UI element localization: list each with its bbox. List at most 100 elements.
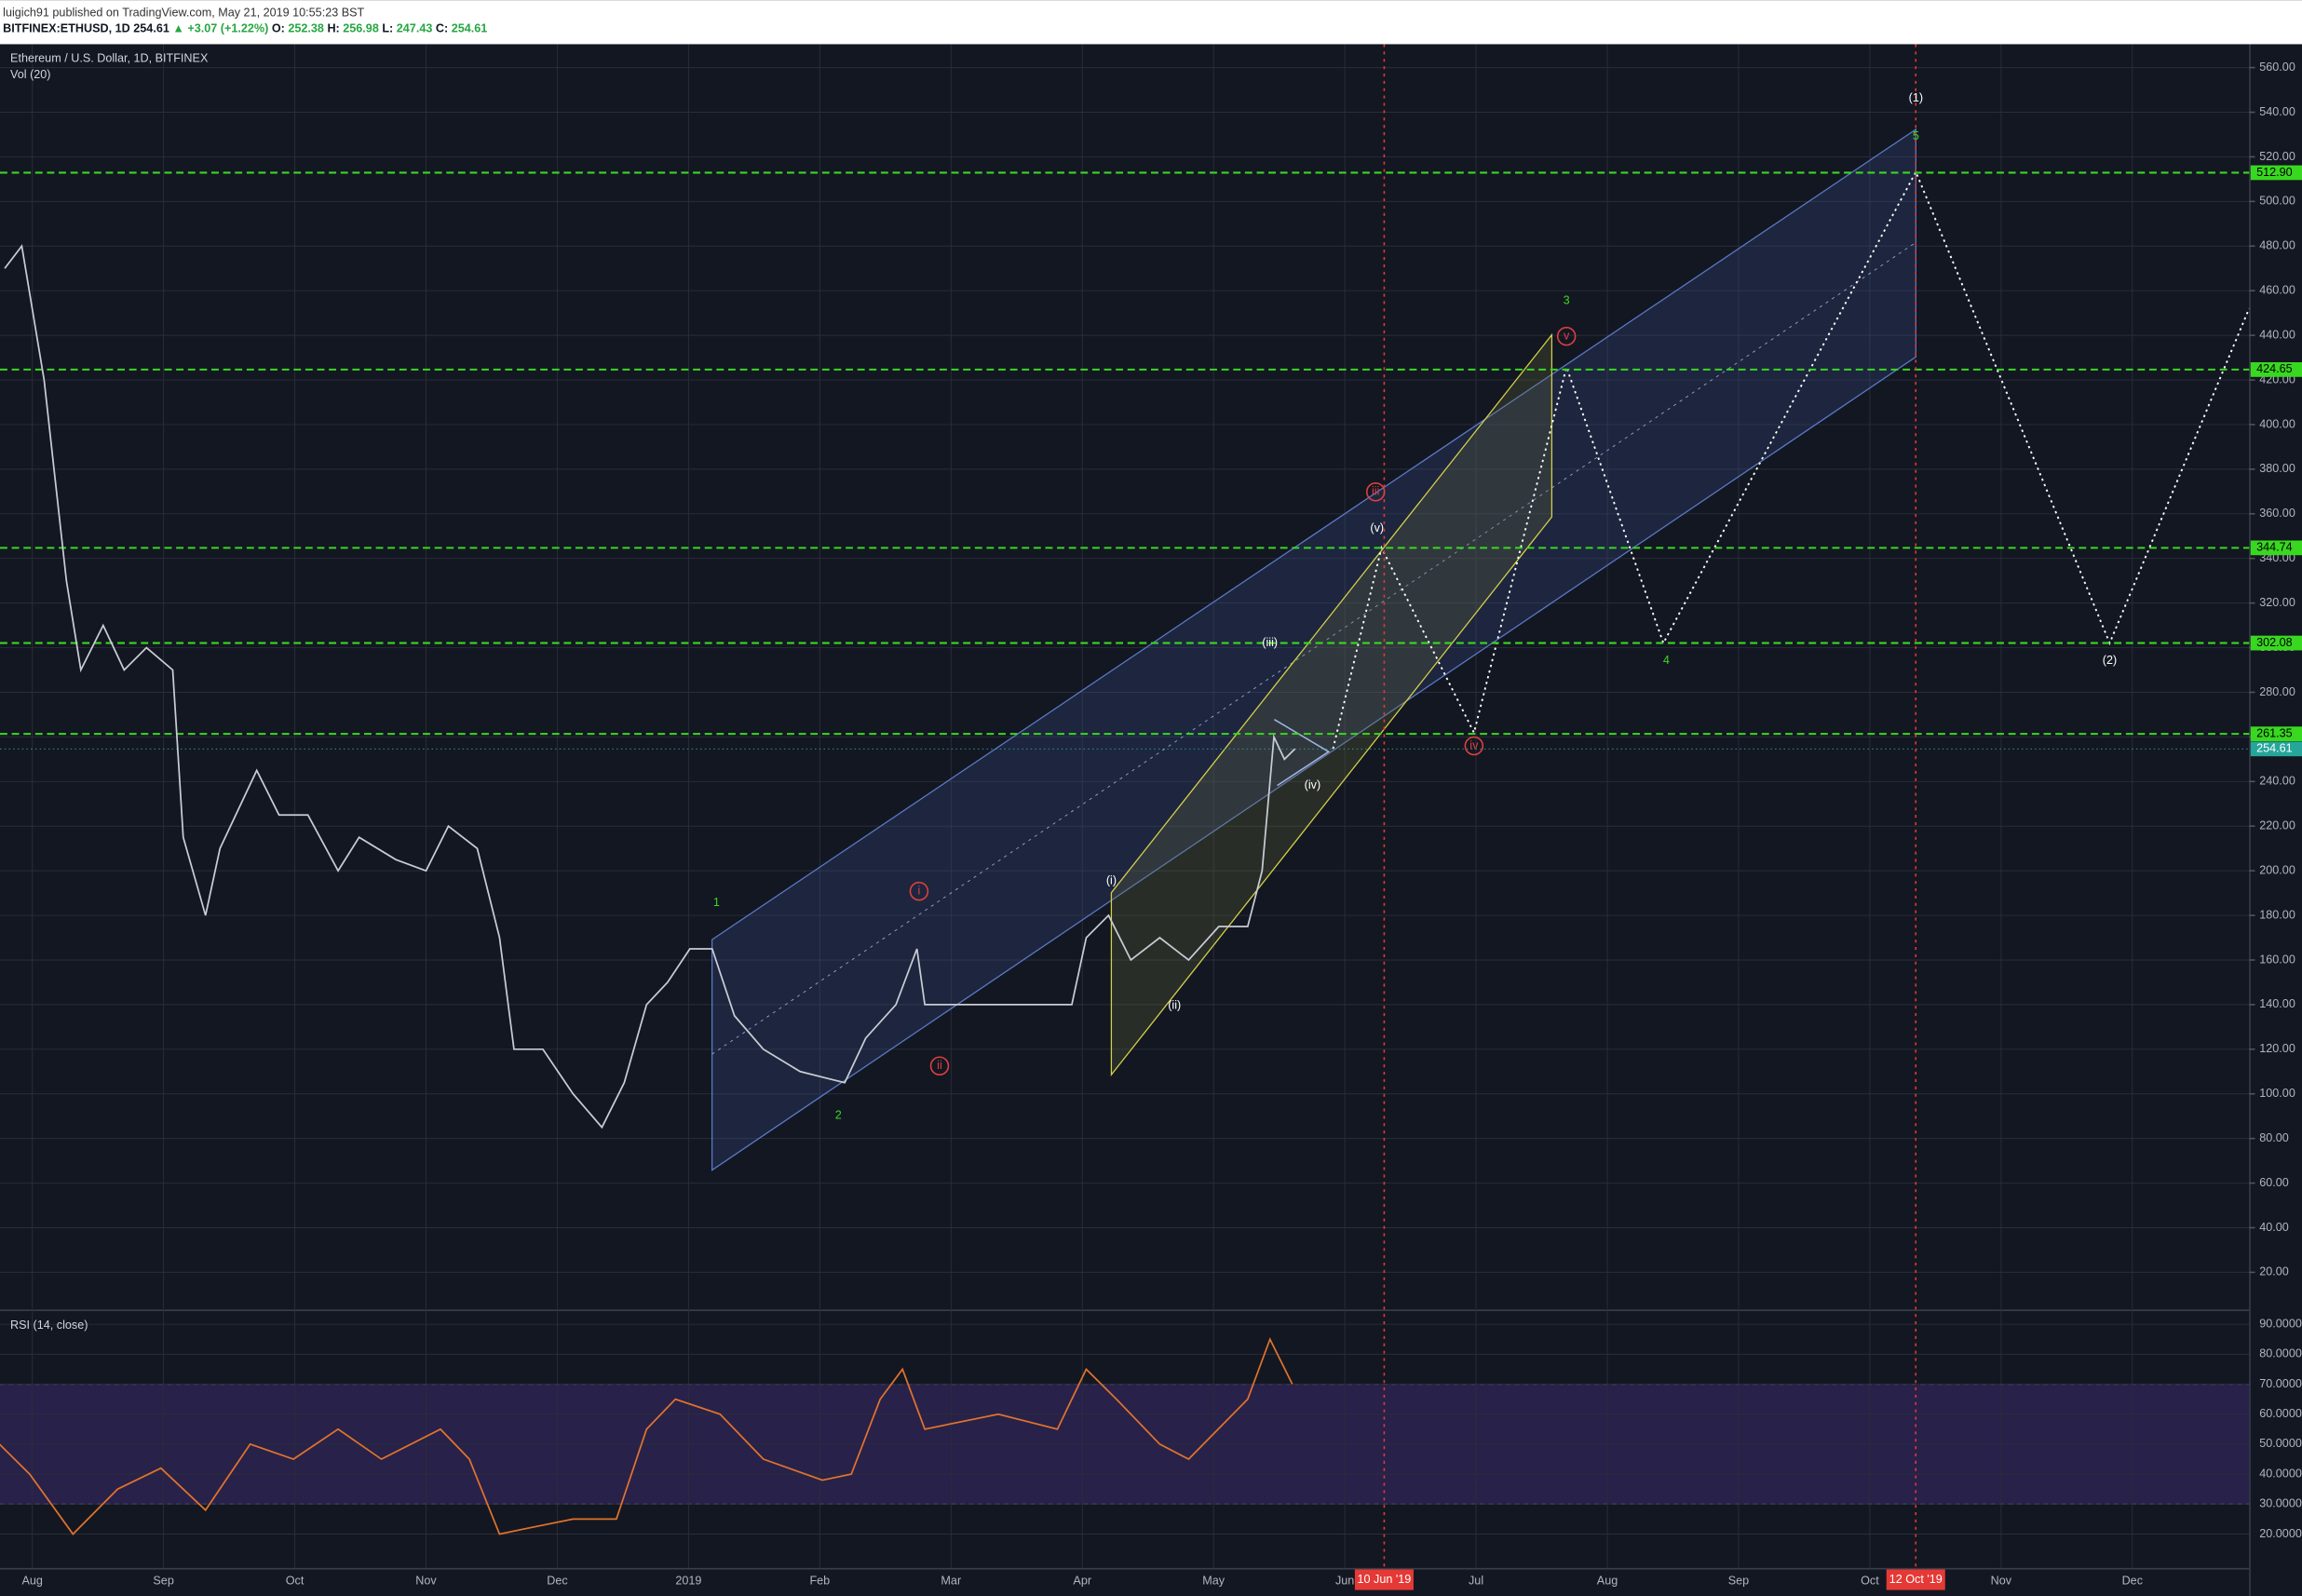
x-tick-label: Jun — [1335, 1574, 1354, 1587]
x-tick-label: Dec — [547, 1574, 567, 1587]
level-label: 512.90 — [2256, 166, 2293, 179]
ohlc-value: 256.98 — [343, 22, 379, 35]
quote-line: BITFINEX:ETHUSD, 1D 254.61 ▲ +3.07 (+1.2… — [3, 22, 487, 35]
y-tick-label: 200.00 — [2259, 863, 2295, 876]
y-tick-label: 60.00 — [2259, 1176, 2289, 1189]
header-bar — [0, 0, 2302, 45]
level-tag — [2250, 540, 2302, 556]
wave-label: 1 — [713, 896, 720, 909]
last-price-tag — [2250, 741, 2302, 757]
level-label: 261.35 — [2256, 726, 2293, 739]
wave-label: i — [918, 884, 921, 897]
x-tick-label: Apr — [1073, 1574, 1091, 1587]
level-label: 424.65 — [2256, 362, 2293, 375]
x-tick-label: Dec — [2122, 1574, 2143, 1587]
sub-channel — [1110, 332, 1553, 1076]
change: ▲ +3.07 (+1.22%) — [172, 22, 268, 35]
level-tag — [2250, 362, 2302, 377]
wave-label: (iii) — [1262, 636, 1278, 649]
y-tick-label: 140.00 — [2259, 997, 2295, 1010]
volume-legend: Vol (20) — [10, 68, 50, 81]
time-marker-label: 12 Oct '19 — [1889, 1573, 1943, 1586]
y-tick-label: 120.00 — [2259, 1042, 2295, 1055]
wave-circle — [1464, 736, 1484, 756]
wave-label: (i) — [1106, 873, 1117, 886]
ohlc-value: 254.61 — [452, 22, 488, 35]
time-marker-tag — [1886, 1569, 1945, 1590]
triangle — [1274, 718, 1331, 787]
y-tick-label: 80.00 — [2259, 1131, 2289, 1144]
y-tick-label: 520.00 — [2259, 150, 2295, 163]
ohlc-value: 252.38 — [288, 22, 324, 35]
wave-label: v — [1564, 330, 1570, 343]
rsi-tick-label: 80.0000 — [2259, 1347, 2302, 1360]
price-line — [4, 244, 1296, 1129]
rsi-tick-label: 50.0000 — [2259, 1437, 2302, 1450]
y-tick-label: 180.00 — [2259, 908, 2295, 921]
rsi-tick-label: 70.0000 — [2259, 1377, 2302, 1390]
x-tick-label: May — [1202, 1574, 1225, 1587]
wave-label: 3 — [1564, 294, 1570, 307]
rsi-tick-label: 60.0000 — [2259, 1407, 2302, 1420]
x-tick-label: Mar — [941, 1574, 961, 1587]
rsi-tick-label: 40.0000 — [2259, 1467, 2302, 1480]
x-tick-label: Sep — [153, 1574, 173, 1587]
symbol: BITFINEX:ETHUSD, 1D — [3, 22, 130, 35]
level-tag — [2250, 726, 2302, 742]
x-tick-label: Oct — [1861, 1574, 1879, 1587]
y-tick-label: 380.00 — [2259, 462, 2295, 475]
wave-label: iii — [1372, 485, 1379, 498]
rsi-tick-label: 90.0000 — [2259, 1317, 2302, 1330]
wave-circle — [1556, 326, 1577, 346]
x-tick-label: Oct — [286, 1574, 305, 1587]
y-tick-label: 360.00 — [2259, 507, 2295, 520]
x-tick-label: Nov — [415, 1574, 437, 1587]
y-tick-label: 20.00 — [2259, 1265, 2289, 1278]
y-tick-label: 320.00 — [2259, 596, 2295, 609]
y-tick-label: 560.00 — [2259, 61, 2295, 74]
wave-label: iv — [1469, 738, 1479, 751]
x-tick-label: Feb — [809, 1574, 830, 1587]
y-tick-label: 440.00 — [2259, 328, 2295, 341]
wave-circle — [909, 881, 929, 901]
rsi-legend: RSI (14, close) — [10, 1319, 88, 1332]
wave-label: 4 — [1663, 654, 1670, 667]
ohlc-label: H: — [327, 22, 339, 35]
x-tick-label: Nov — [1991, 1574, 2012, 1587]
wave-label: 5 — [1913, 129, 1919, 142]
legend: Ethereum / U.S. Dollar, 1D, BITFINEX — [10, 52, 209, 65]
level-tag — [2250, 165, 2302, 181]
x-tick-label: Sep — [1728, 1574, 1749, 1587]
y-tick-label: 220.00 — [2259, 819, 2295, 832]
rsi-line — [0, 1337, 1293, 1535]
y-tick-label: 40.00 — [2259, 1221, 2289, 1234]
wave-label: ii — [937, 1059, 942, 1072]
y-tick-label: 240.00 — [2259, 775, 2295, 788]
ohlc-value: 247.43 — [397, 22, 433, 35]
rsi-tick-label: 30.0000 — [2259, 1497, 2302, 1510]
y-tick-label: 500.00 — [2259, 195, 2295, 208]
last-price-label: 254.61 — [2256, 742, 2293, 755]
y-tick-label: 400.00 — [2259, 417, 2295, 430]
projected-path — [1332, 169, 2251, 750]
level-label: 302.08 — [2256, 636, 2293, 649]
time-marker-label: 10 Jun '19 — [1358, 1573, 1412, 1586]
ohlc-label: O: — [272, 22, 285, 35]
wave-circle — [929, 1056, 950, 1075]
y-tick-label: 160.00 — [2259, 953, 2295, 966]
wave-label: (2) — [2103, 654, 2117, 667]
wave-circle — [1365, 482, 1386, 502]
x-tick-label: Aug — [21, 1574, 42, 1587]
wave-label: (iv) — [1305, 778, 1321, 791]
level-label: 344.74 — [2256, 541, 2293, 554]
time-marker-tag — [1354, 1569, 1414, 1590]
y-tick-label: 280.00 — [2259, 685, 2295, 698]
x-tick-label: Jul — [1469, 1574, 1483, 1587]
price: 254.61 — [133, 22, 169, 35]
wave-label: (1) — [1909, 91, 1923, 104]
y-tick-label: 480.00 — [2259, 239, 2295, 252]
wave-label: 2 — [835, 1109, 842, 1122]
ohlc-label: C: — [436, 22, 448, 35]
